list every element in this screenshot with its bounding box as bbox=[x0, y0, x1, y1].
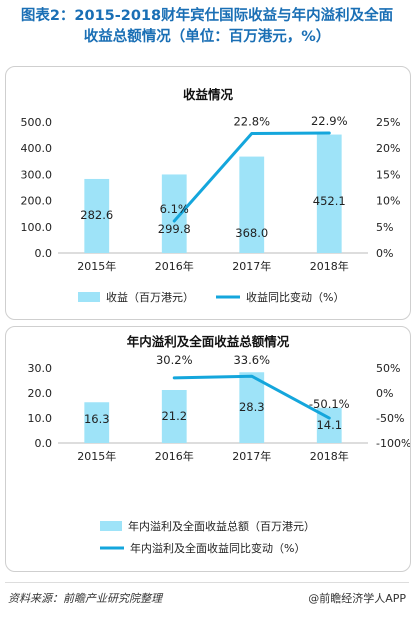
c2-bar bbox=[84, 402, 110, 443]
title-line-2: 收益总额情况（单位：百万港元，%） bbox=[83, 29, 331, 45]
c2-bar bbox=[161, 390, 187, 443]
c2-ytick-label: 30.0 bbox=[28, 362, 53, 375]
c2-title: 年内溢利及全面收益总额情况 bbox=[127, 334, 290, 349]
c1-bar-label: 282.6 bbox=[80, 208, 113, 222]
c2-y2tick-label: 0% bbox=[376, 387, 393, 400]
c1-bar bbox=[84, 178, 110, 253]
c1-y2tick-label: 0% bbox=[376, 247, 393, 260]
footer-divider bbox=[5, 582, 409, 583]
c1-line-label: 22.9% bbox=[311, 114, 348, 128]
c2-xtick-label: 2018年 bbox=[310, 449, 349, 463]
c2-y2tick-label: -100% bbox=[376, 437, 410, 450]
c1-legend-line-label: 收益同比变动（%） bbox=[246, 290, 344, 304]
c1-bar-label: 368.0 bbox=[235, 226, 268, 240]
c1-y2tick-label: 10% bbox=[376, 195, 400, 208]
c1-y2tick-label: 25% bbox=[376, 116, 400, 129]
c1-xtick-label: 2015年 bbox=[77, 259, 116, 273]
c2-xtick-label: 2015年 bbox=[77, 449, 116, 463]
c1-legend-swatch-bar bbox=[78, 292, 100, 302]
profit-chart-panel: 年内溢利及全面收益总额情况 0.0 10.0 20.0 30.0 -100% -50% 0% 5… bbox=[5, 326, 411, 572]
c2-line-label: 33.6% bbox=[233, 353, 270, 367]
c1-ytick-label: 400.0 bbox=[21, 142, 53, 155]
c1-y2tick-label: 20% bbox=[376, 142, 400, 155]
revenue-chart: 收益情况 0.0 100.0 200.0 300.0 400.0 500.0 0% 5% 10% 1… bbox=[21, 87, 401, 304]
c1-bar bbox=[239, 156, 265, 253]
c1-line-label: 22.8% bbox=[233, 115, 270, 129]
revenue-chart-panel: 收益情况 0.0 100.0 200.0 300.0 400.0 500.0 0% 5% 10% 1… bbox=[5, 66, 411, 320]
c1-bar bbox=[316, 134, 342, 253]
c1-ytick-label: 200.0 bbox=[21, 195, 53, 208]
c1-ytick-label: 300.0 bbox=[21, 168, 53, 181]
c2-legend-line-label: 年内溢利及全面收益同比变动（%） bbox=[130, 541, 305, 555]
source-note: 资料来源：前瞻产业研究院整理 bbox=[8, 592, 162, 605]
c1-xtick-label: 2017年 bbox=[232, 259, 271, 273]
c1-y2tick-label: 5% bbox=[376, 221, 393, 234]
c2-xtick-label: 2017年 bbox=[232, 449, 271, 463]
c2-ytick-label: 10.0 bbox=[28, 412, 53, 425]
brand-watermark: @前瞻经济学人APP bbox=[308, 592, 406, 605]
c1-line-series bbox=[172, 131, 331, 223]
c2-ytick-label: 20.0 bbox=[28, 387, 53, 400]
c1-legend-bar-label: 收益（百万港元） bbox=[106, 290, 194, 304]
c1-bar-label: 452.1 bbox=[313, 194, 346, 208]
c1-title: 收益情况 bbox=[183, 87, 234, 102]
c2-y2tick-label: -50% bbox=[376, 412, 404, 425]
c1-xtick-label: 2016年 bbox=[155, 259, 194, 273]
c2-bar-label: 21.2 bbox=[161, 409, 187, 423]
c2-line-series bbox=[172, 374, 331, 420]
c2-line-label: -50.1% bbox=[309, 397, 350, 411]
c2-y2tick-label: 50% bbox=[376, 362, 400, 375]
c2-bar-label: 16.3 bbox=[84, 412, 110, 426]
c2-bar bbox=[239, 372, 265, 443]
c1-xtick-label: 2018年 bbox=[310, 259, 349, 273]
c2-line-label: 30.2% bbox=[156, 353, 193, 367]
c1-line-label: 6.1% bbox=[160, 202, 189, 216]
title-line-1: 图表2：2015-2018财年宾仕国际收益与年内溢利及全面 bbox=[20, 8, 394, 24]
c2-xtick-label: 2016年 bbox=[155, 449, 194, 463]
c2-bar-label: 28.3 bbox=[239, 400, 265, 414]
c1-ytick-label: 0.0 bbox=[35, 247, 53, 260]
c1-bar-label: 299.8 bbox=[158, 222, 191, 236]
c2-ytick-label: 0.0 bbox=[35, 437, 53, 450]
c1-ytick-label: 500.0 bbox=[21, 116, 53, 129]
page-title: 图表2：2015-2018财年宾仕国际收益与年内溢利及全面 收益总额情况（单位：… bbox=[0, 6, 414, 48]
c2-legend-swatch-bar bbox=[100, 521, 122, 531]
c2-bar-label: 14.1 bbox=[316, 418, 342, 432]
c1-ytick-label: 100.0 bbox=[21, 221, 53, 234]
c2-legend-bar-label: 年内溢利及全面收益总额（百万港元） bbox=[128, 519, 315, 533]
profit-chart: 年内溢利及全面收益总额情况 0.0 10.0 20.0 30.0 -100% -50% 0% 5… bbox=[28, 334, 411, 555]
c1-y2tick-label: 15% bbox=[376, 168, 400, 181]
